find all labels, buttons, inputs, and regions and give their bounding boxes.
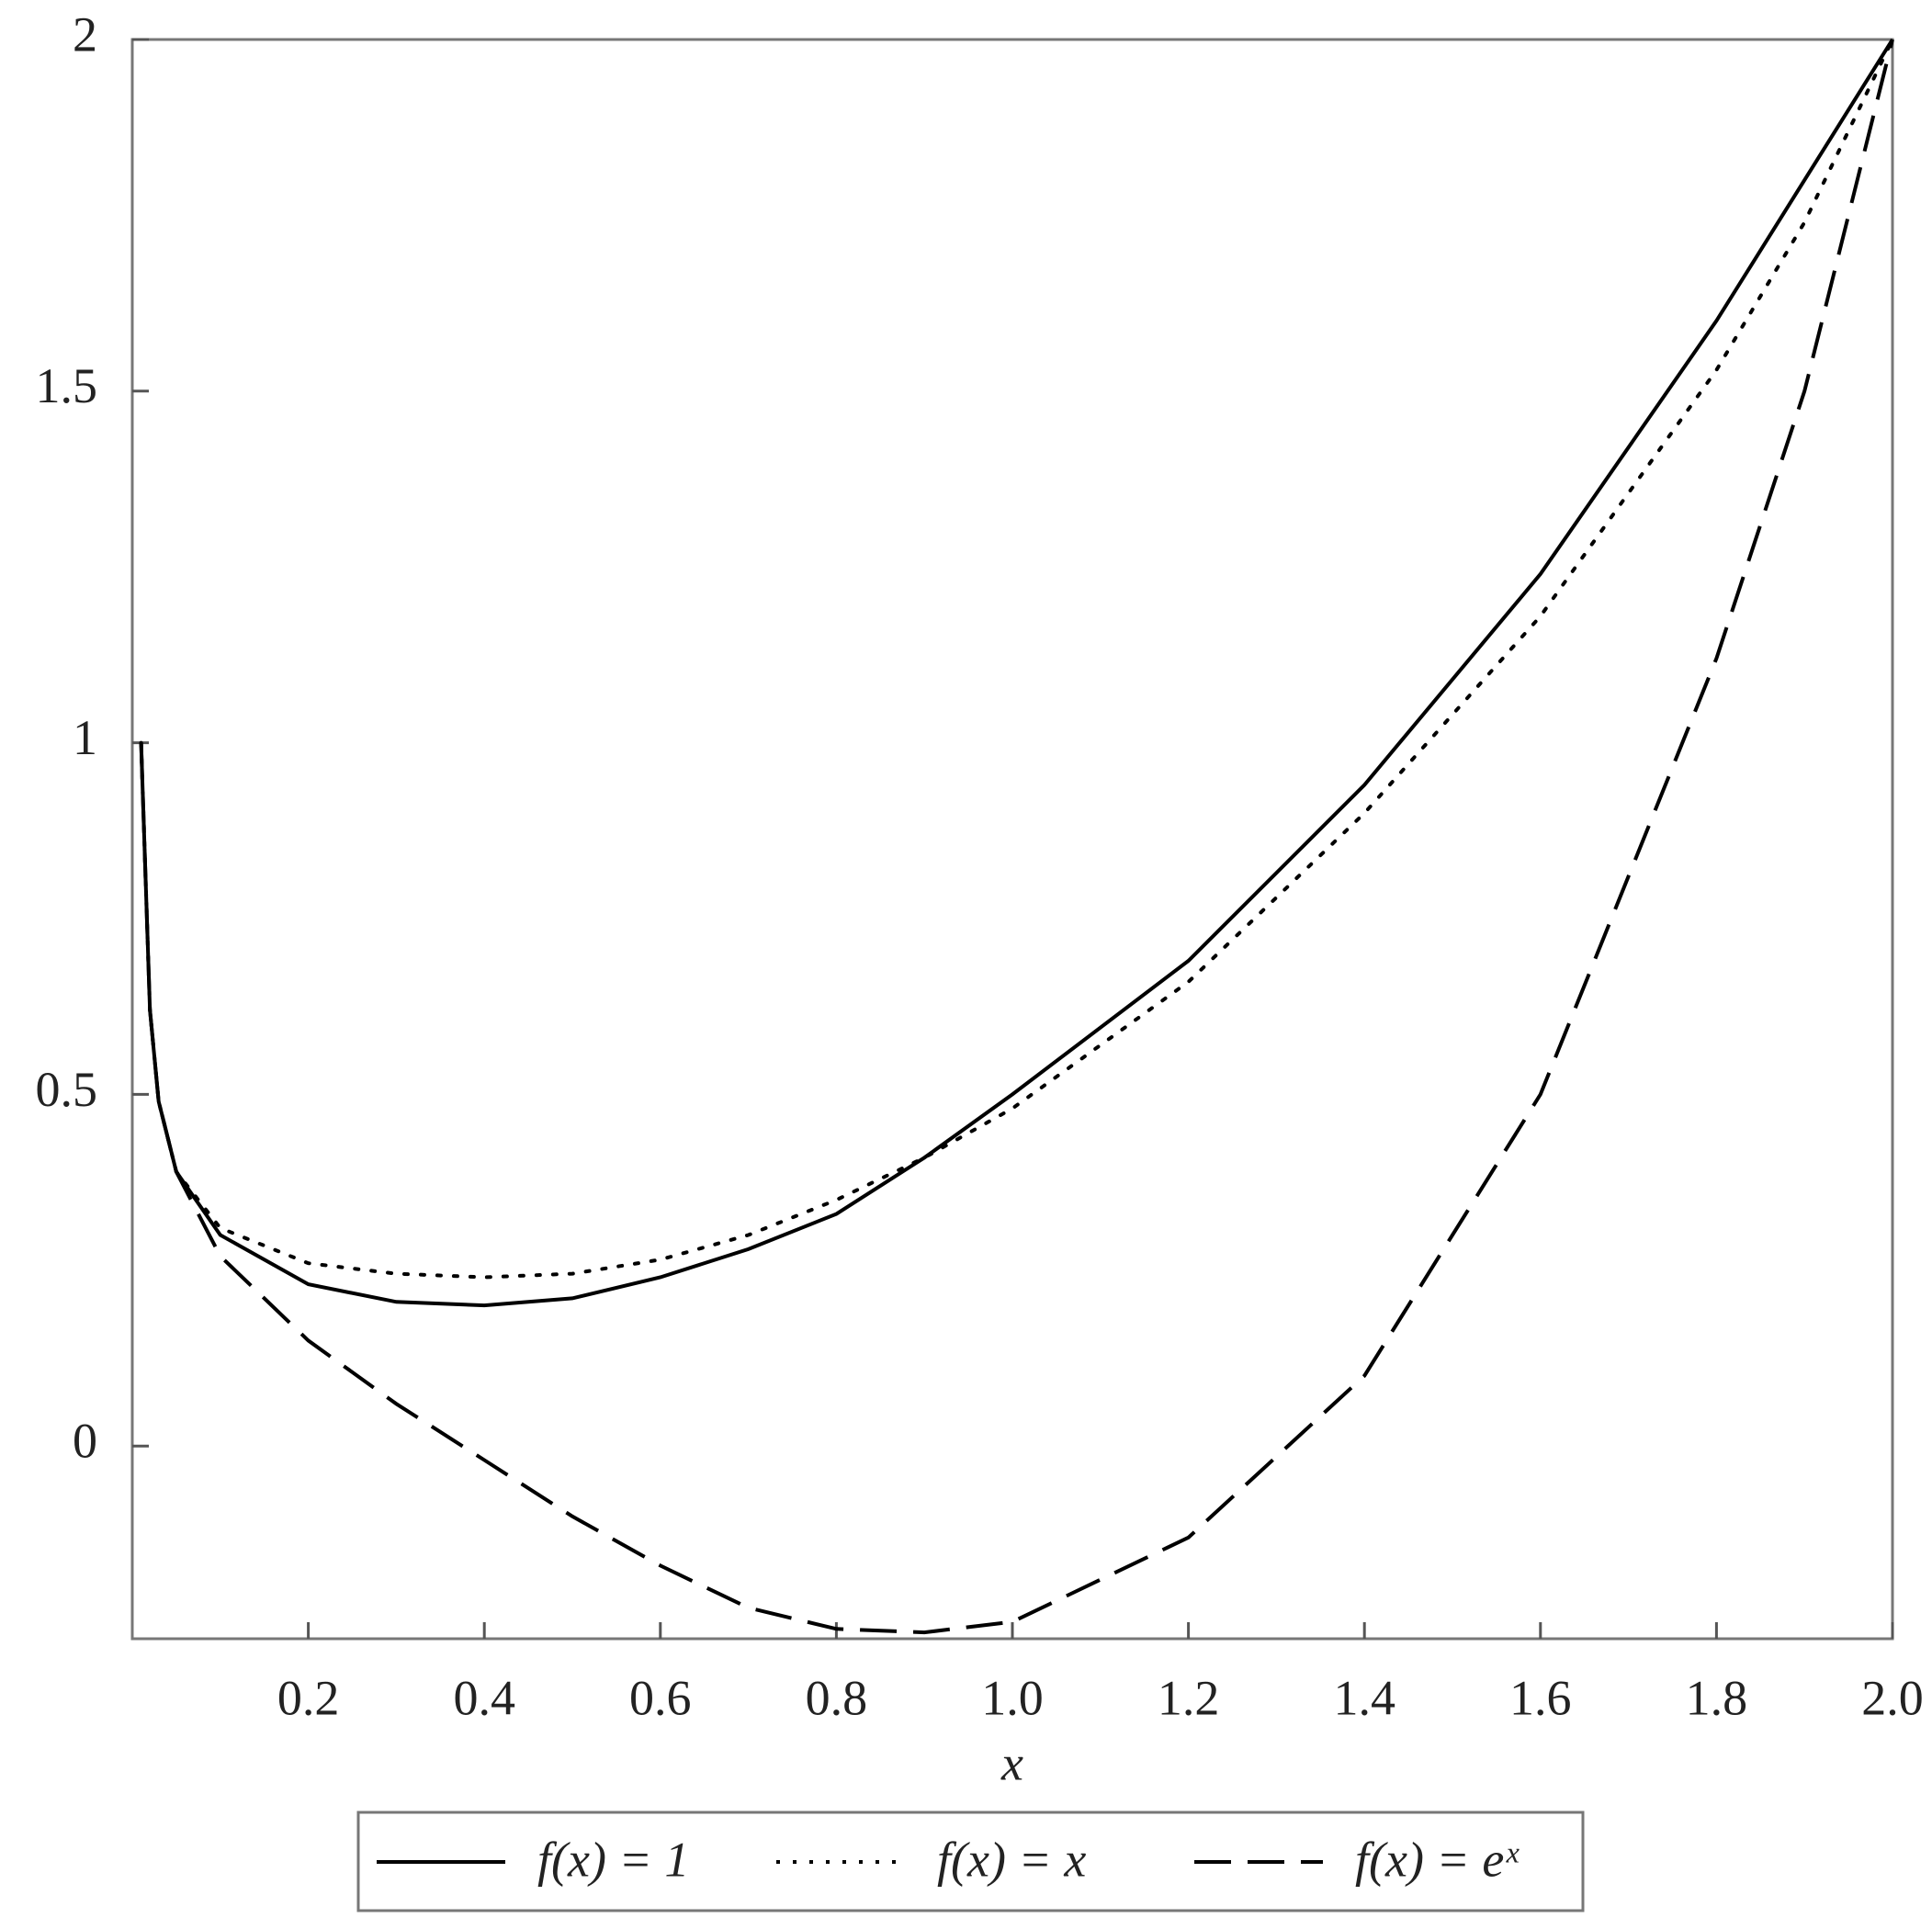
x-tick-label: 1.2 (1158, 1670, 1220, 1725)
x-tick-label: 1.4 (1333, 1670, 1395, 1725)
y-tick-label: 0.5 (36, 1062, 98, 1117)
x-tick-label: 1.6 (1509, 1670, 1572, 1725)
series-line (139, 39, 1894, 1635)
y-tick-label: 2 (73, 6, 97, 62)
series-line (139, 38, 1894, 1280)
legend-label: f(x) = eˣ (1355, 1832, 1520, 1887)
x-tick-label: 0.6 (629, 1670, 692, 1725)
x-axis-label: x (1000, 1735, 1023, 1790)
x-tick-label: 0.8 (806, 1670, 868, 1725)
legend-box (356, 1811, 1585, 1912)
y-tick-label: 1 (73, 710, 97, 765)
legend-label: f(x) = 1 (537, 1832, 689, 1887)
plot-frame (130, 38, 1894, 1641)
y-tick-label: 1.5 (36, 358, 98, 413)
x-tick-label: 1.8 (1686, 1670, 1748, 1725)
x-tick-label: 0.4 (453, 1670, 515, 1725)
x-tick-label: 1.0 (981, 1670, 1044, 1725)
series-line (139, 38, 1894, 1308)
x-tick-label: 0.2 (277, 1670, 340, 1725)
y-tick-label: 0 (73, 1414, 97, 1469)
x-tick-label: 2.0 (1861, 1670, 1924, 1725)
legend-label: f(x) = x (937, 1832, 1086, 1887)
